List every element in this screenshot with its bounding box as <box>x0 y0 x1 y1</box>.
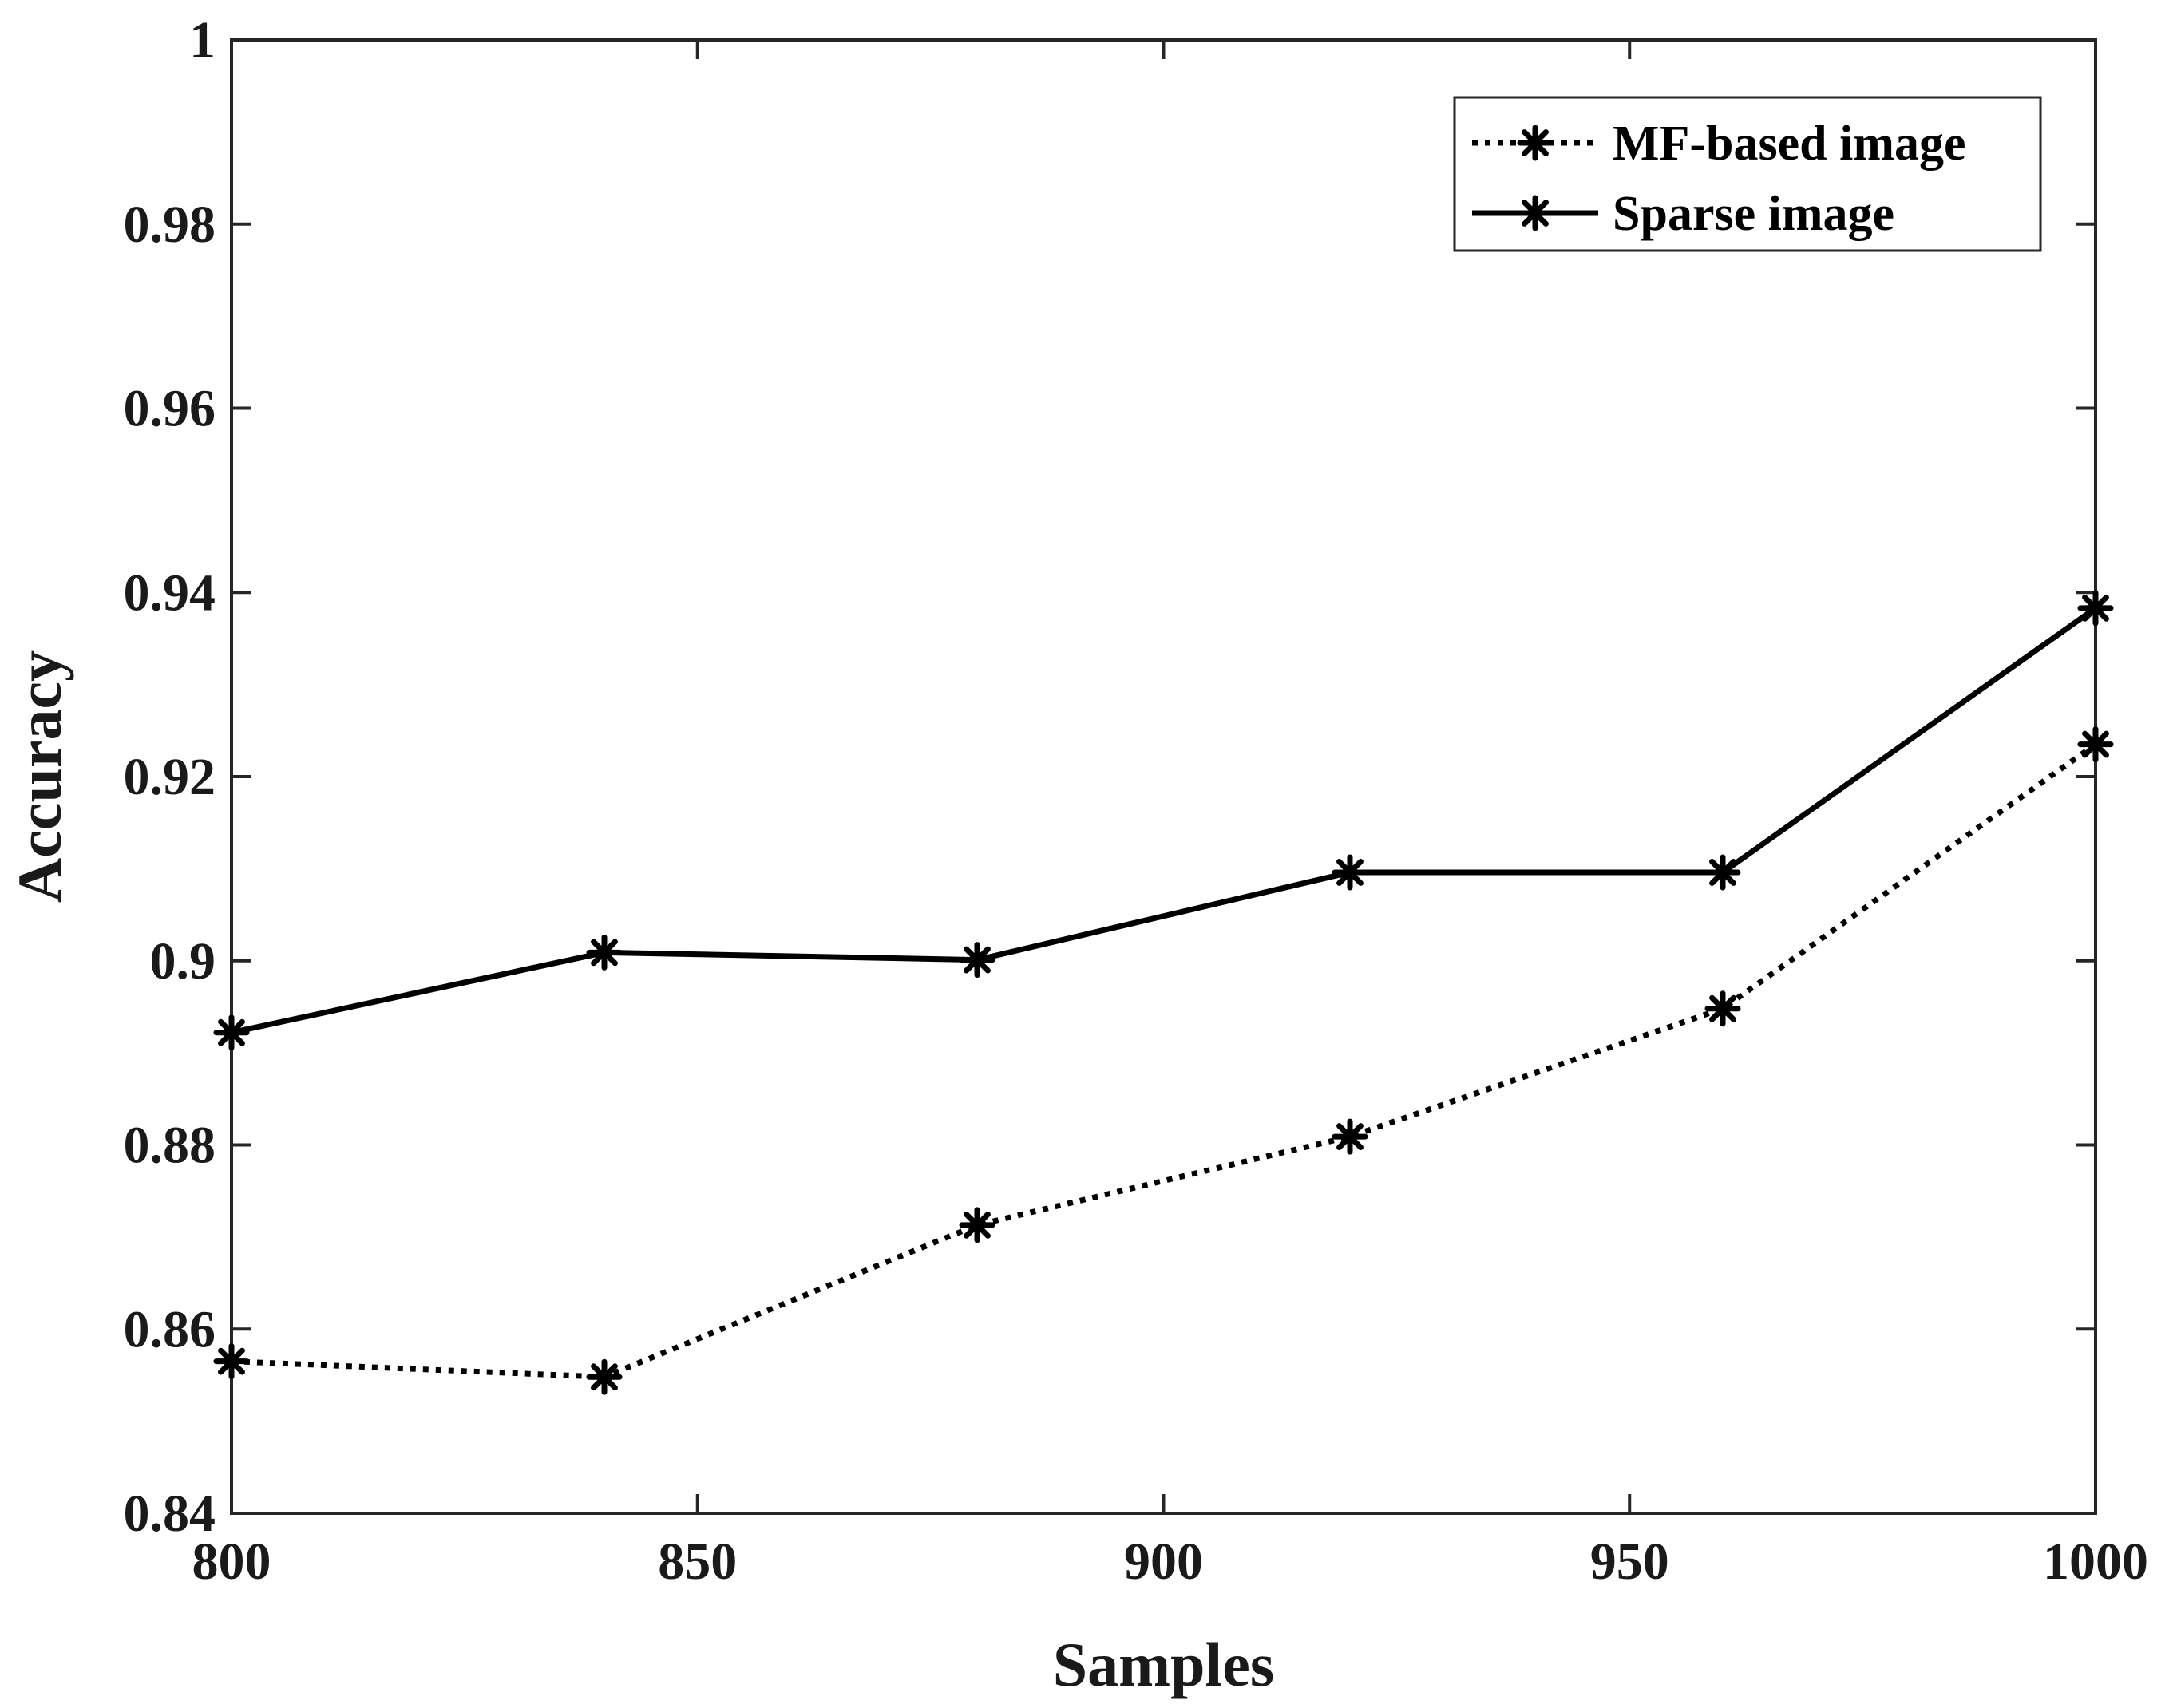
marker-core <box>1343 864 1357 880</box>
legend-label-mf-based: MF-based image <box>1613 117 1966 171</box>
x-axis-label: Samples <box>1053 1630 1274 1699</box>
y-tick-label: 0.98 <box>124 196 216 254</box>
marker-core <box>1716 864 1730 880</box>
data-point-sparse <box>1704 854 1741 891</box>
legend-marker <box>1517 195 1554 231</box>
y-tick-label: 0.9 <box>150 932 216 990</box>
x-tick-label: 800 <box>192 1532 271 1591</box>
marker-core <box>2088 737 2103 752</box>
x-tick-label: 900 <box>1124 1532 1203 1591</box>
data-point-sparse <box>213 1014 250 1051</box>
y-tick-label: 1 <box>189 11 216 69</box>
y-tick-label: 0.88 <box>124 1117 216 1175</box>
data-point-mf-based <box>1332 1118 1368 1155</box>
data-series <box>213 590 2114 1395</box>
y-tick-label: 0.84 <box>124 1485 216 1543</box>
data-point-mf-based <box>586 1358 623 1395</box>
legend-box <box>1453 96 2042 252</box>
legend-marker-mf-based <box>1517 125 1554 161</box>
marker-core <box>1343 1129 1357 1145</box>
data-point-sparse <box>1332 854 1368 891</box>
series-line-sparse <box>231 606 2098 1036</box>
marker-core <box>1716 1001 1730 1016</box>
x-tick-label: 1000 <box>2043 1532 2148 1591</box>
plot-frame <box>230 38 2097 1515</box>
data-point-sparse <box>2077 590 2114 627</box>
x-tick-label: 850 <box>658 1532 737 1591</box>
tick-labels: 800 850 900 950 1000 0.84 0.86 0.88 0.9 0.92 0.94 0… <box>124 11 2149 1591</box>
marker-core <box>224 1025 239 1040</box>
data-point-sparse <box>959 942 995 979</box>
y-tick-label: 0.96 <box>124 380 216 438</box>
data-point-mf-based <box>959 1207 995 1243</box>
y-tick-label: 0.86 <box>124 1300 216 1358</box>
legend-marker <box>1517 125 1554 161</box>
y-axis-label: Accuracy <box>5 650 74 903</box>
legend-label-sparse: Sparse image <box>1613 187 1894 241</box>
marker-core <box>224 1354 239 1369</box>
legend: MF-based image Sparse image <box>1453 96 2042 252</box>
data-point-mf-based <box>1704 990 1741 1027</box>
marker-core <box>970 952 984 967</box>
y-tick-label: 0.94 <box>124 563 216 622</box>
data-point-sparse <box>586 934 623 971</box>
marker-core <box>597 1370 612 1385</box>
data-point-mf-based <box>2077 726 2114 763</box>
series-line-mf-based <box>231 741 2098 1380</box>
marker-core <box>1528 206 1542 220</box>
data-point-mf-based <box>213 1343 250 1380</box>
marker-core <box>1528 136 1542 150</box>
marker-core <box>2088 600 2103 615</box>
legend-marker-sparse <box>1517 195 1554 231</box>
y-tick-label: 0.92 <box>124 748 216 806</box>
marker-core <box>970 1217 984 1232</box>
x-tick-label: 950 <box>1590 1532 1669 1591</box>
marker-core <box>597 945 612 960</box>
